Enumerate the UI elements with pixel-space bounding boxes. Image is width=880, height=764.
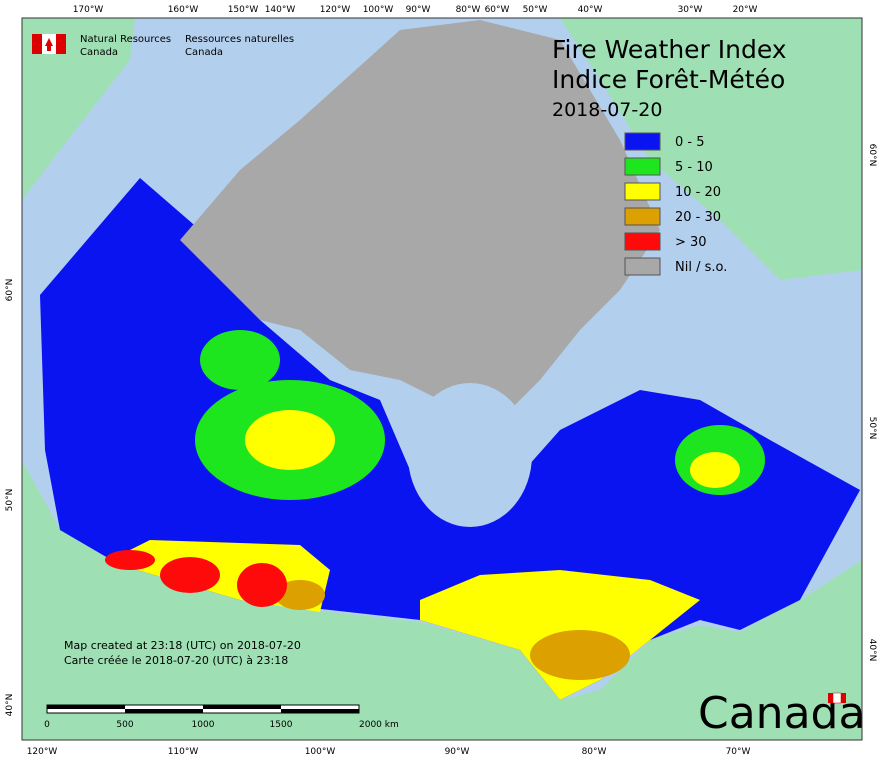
lon-label: 30°W	[678, 5, 703, 15]
lat-label: 50°N	[5, 489, 15, 512]
scale-bar	[46, 704, 360, 714]
fwi-5-10	[200, 330, 280, 390]
fwi-over-30	[105, 550, 155, 570]
lat-label: 40°N	[5, 694, 15, 717]
agency-en: Canada	[80, 47, 118, 58]
fwi-20-30	[530, 630, 630, 680]
footer: Map created at 23:18 (UTC) on 2018-07-20	[64, 639, 301, 652]
lat-label: 50°N	[867, 417, 877, 440]
lon-label: 140°W	[265, 5, 296, 15]
legend-label: Nil / s.o.	[675, 260, 727, 275]
legend-swatch	[624, 232, 661, 251]
title: Fire Weather Index	[552, 35, 787, 64]
map-frame	[21, 17, 863, 741]
legend-swatch	[624, 207, 661, 226]
legend-label: 5 - 10	[675, 160, 713, 175]
lon-label: 170°W	[73, 5, 104, 15]
scale-label: 2000 km	[359, 720, 399, 730]
lon-label: 100°W	[305, 747, 336, 757]
scale-label: 1000	[192, 720, 215, 730]
legend-label: 10 - 20	[675, 185, 721, 200]
land-usa	[22, 460, 862, 740]
land-greenland	[560, 18, 862, 280]
fwi-10-20	[245, 410, 335, 470]
lon-label: 90°W	[406, 5, 431, 15]
agency-en: Natural Resources	[80, 34, 171, 45]
lat-label: 60°N	[5, 279, 15, 302]
title: Indice Forêt-Météo	[552, 65, 785, 94]
legend-label: 20 - 30	[675, 210, 721, 225]
lon-label: 40°W	[578, 5, 603, 15]
lon-label: 50°W	[523, 5, 548, 15]
lon-label: 60°W	[485, 5, 510, 15]
lat-label: 40°N	[867, 639, 877, 662]
scale-label: 500	[116, 720, 133, 730]
legend-label: 0 - 5	[675, 135, 705, 150]
legend-swatch	[624, 182, 661, 201]
lon-label: 20°W	[733, 5, 758, 15]
lat-label: 60°N	[867, 144, 877, 167]
lon-label: 70°W	[726, 747, 751, 757]
lon-label: 80°W	[456, 5, 481, 15]
fwi-over-30	[237, 563, 287, 607]
lon-label: 80°W	[582, 747, 607, 757]
land-alaska	[22, 18, 135, 200]
hudson-bay	[408, 383, 532, 527]
lon-label: 110°W	[168, 747, 199, 757]
fwi-over-30	[160, 557, 220, 593]
scale-label: 0	[44, 720, 50, 730]
flag	[32, 34, 66, 54]
lon-label: 120°W	[320, 5, 351, 15]
lon-label: 160°W	[168, 5, 199, 15]
lon-label: 120°W	[27, 747, 58, 757]
legend-label: > 30	[675, 235, 707, 250]
agency-fr: Canada	[185, 47, 223, 58]
lon-label: 100°W	[363, 5, 394, 15]
legend-swatch	[624, 157, 661, 176]
footer: Carte créée le 2018-07-20 (UTC) à 23:18	[64, 654, 288, 667]
wordmark-flag	[828, 692, 846, 704]
fwi-10-20	[690, 452, 740, 488]
legend-swatch	[624, 257, 661, 276]
legend-swatch	[624, 132, 661, 151]
lon-label: 90°W	[445, 747, 470, 757]
lon-label: 150°W	[228, 5, 259, 15]
agency-fr: Ressources naturelles	[185, 34, 294, 45]
scale-label: 1500	[270, 720, 293, 730]
nil-area	[180, 20, 660, 420]
fwi-20-30	[275, 580, 325, 610]
date: 2018-07-20	[552, 99, 662, 121]
